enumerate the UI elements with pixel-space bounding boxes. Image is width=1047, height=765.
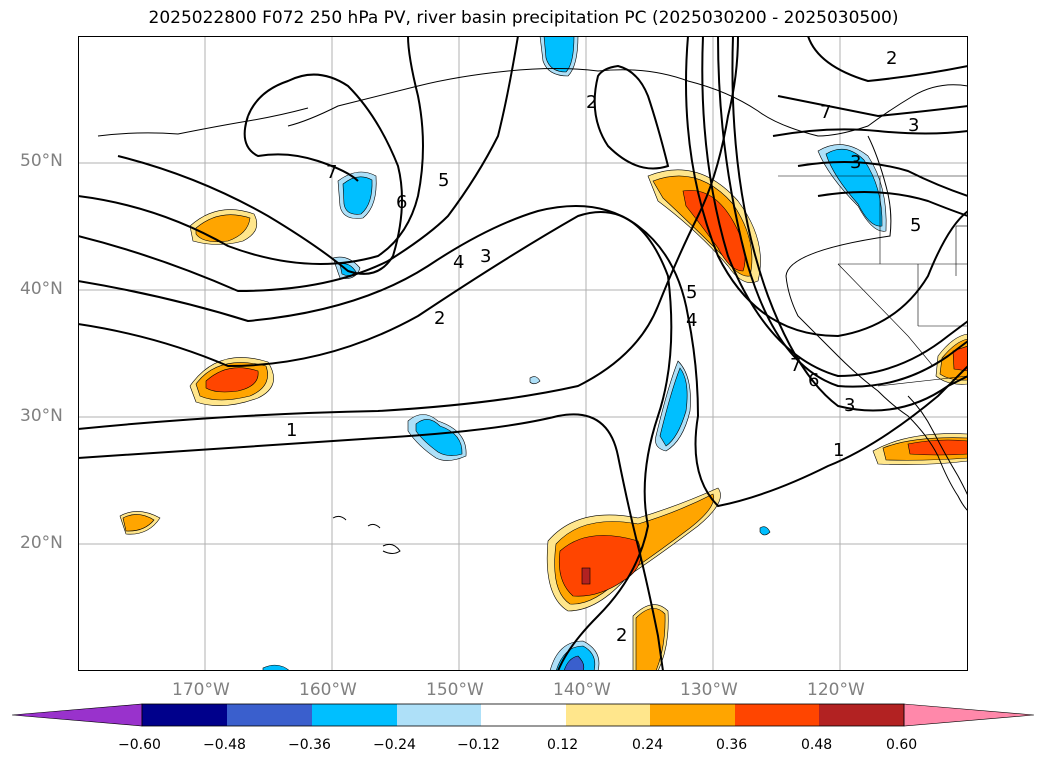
map-border [78, 36, 968, 671]
precip-area-neg [529, 376, 541, 385]
north-america-coast [287, 68, 969, 137]
lat-label-30n: 30°N [20, 406, 63, 426]
contour-label: 3 [908, 115, 919, 136]
colorbar-segment [735, 704, 819, 726]
pv-contour-north1 [807, 35, 969, 83]
west-coast [785, 135, 969, 512]
contour-label: 2 [616, 625, 627, 646]
contour-label: 2 [434, 308, 445, 329]
colorbar-segment [566, 704, 650, 726]
lon-label-140w: 140°W [553, 680, 611, 700]
colorbar-tick: −0.60 [118, 737, 161, 753]
pv-contour-6b [701, 35, 969, 378]
pv-contour-6 [117, 73, 403, 275]
lat-label-20n: 20°N [20, 533, 63, 553]
contour-label: 3 [480, 246, 491, 267]
colorbar-tick: −0.36 [288, 737, 331, 753]
contour-label: 5 [686, 282, 697, 303]
contour-label: 1 [286, 420, 297, 441]
colorbar-tick: 0.36 [716, 737, 748, 753]
lat-label-50n: 50°N [20, 151, 63, 171]
colorbar-tick: −0.48 [203, 737, 246, 753]
precip-area-pos [205, 367, 259, 393]
coastlines [97, 68, 969, 554]
colorbar-segment [227, 704, 312, 726]
pv-contour-5b [685, 35, 969, 338]
colorbar-segment [481, 704, 566, 726]
contour-label: 4 [686, 310, 697, 331]
precip-area-neg [759, 526, 771, 536]
colorbar-tick: 0.48 [801, 737, 833, 753]
contour-label: 6 [808, 370, 819, 391]
colorbar-segment [903, 703, 1035, 727]
contour-label: 2 [886, 48, 897, 69]
precip-area-pos [907, 439, 969, 456]
map-svg: 1 2 3 4 5 6 7 2 3 4 5 6 7 1 2 3 5 7 2 3 [77, 35, 969, 672]
baja-coast [907, 395, 969, 497]
colorbar-segment [11, 703, 143, 727]
precip-area-pos [581, 567, 591, 585]
colorbar-tick: 0.60 [886, 737, 918, 753]
precip-area-neg [342, 176, 373, 215]
contour-label: 4 [453, 252, 464, 273]
lon-label-150w: 150°W [426, 680, 484, 700]
pv-contour-2 [77, 211, 673, 672]
colorbar-tick: 0.24 [632, 737, 664, 753]
precip-area-neg [659, 367, 688, 447]
lon-label-170w: 170°W [172, 680, 230, 700]
contour-label: 7 [326, 162, 337, 183]
colorbar-tick: −0.24 [373, 737, 416, 753]
precip-area-pos [122, 514, 155, 532]
hawaii-islands [332, 515, 401, 554]
lat-label-40n: 40°N [20, 279, 63, 299]
colorbar-segment [312, 704, 397, 726]
contour-label: 1 [833, 440, 844, 461]
contour-label: 5 [438, 170, 449, 191]
colorbar-segment [819, 704, 904, 726]
pv-contour-7 [243, 115, 359, 182]
map-title: 2025022800 F072 250 hPa PV, river basin … [148, 8, 899, 28]
colorbar-segment [142, 704, 227, 726]
pv-contour-2b [593, 64, 670, 170]
precip-area-neg [415, 419, 463, 456]
map-panel: 1 2 3 4 5 6 7 2 3 4 5 6 7 1 2 3 5 7 2 3 [77, 35, 969, 672]
pv-contour-north5 [817, 191, 969, 217]
colorbar-segment [650, 704, 735, 726]
pv-contours [77, 35, 969, 672]
lon-label-120w: 120°W [807, 680, 865, 700]
colorbar-tick: 0.12 [547, 737, 579, 753]
lon-label-130w: 130°W [680, 680, 738, 700]
contour-label: 7 [790, 355, 801, 376]
pv-contour-1 [77, 35, 739, 430]
pv-contour-outer [731, 35, 969, 412]
pv-contour-4 [77, 35, 519, 293]
contour-label: 7 [820, 102, 831, 123]
pv-contour-north4 [797, 161, 969, 197]
precip-area-neg [543, 35, 575, 73]
contour-label: 3 [844, 395, 855, 416]
pv-contour-north2 [777, 95, 969, 118]
precip-area-pos [682, 190, 746, 272]
colorbar-tick: −0.12 [457, 737, 500, 753]
pv-contour-5 [77, 35, 424, 265]
aleutian-chain [97, 107, 309, 137]
contour-label: 6 [396, 192, 407, 213]
precip-area-pos [559, 535, 642, 597]
pv-contour-7b [717, 35, 969, 388]
precip-area-neg [563, 655, 585, 672]
contour-labels: 1 2 3 4 5 6 7 2 3 4 5 6 7 1 2 3 5 7 2 3 [286, 48, 921, 646]
colorbar-segment [397, 704, 481, 726]
pv-contour-3 [77, 205, 969, 508]
precip-area-neg [825, 148, 883, 227]
state-borders [778, 175, 969, 387]
pv-contour-north3 [772, 128, 969, 137]
lon-label-160w: 160°W [299, 680, 357, 700]
colorbar [11, 703, 1035, 727]
contour-label: 2 [586, 92, 597, 113]
contour-label: 5 [910, 215, 921, 236]
contour-label: 3 [850, 152, 861, 173]
precip-area-pos [635, 608, 666, 672]
pv-contour-1 [77, 413, 664, 672]
